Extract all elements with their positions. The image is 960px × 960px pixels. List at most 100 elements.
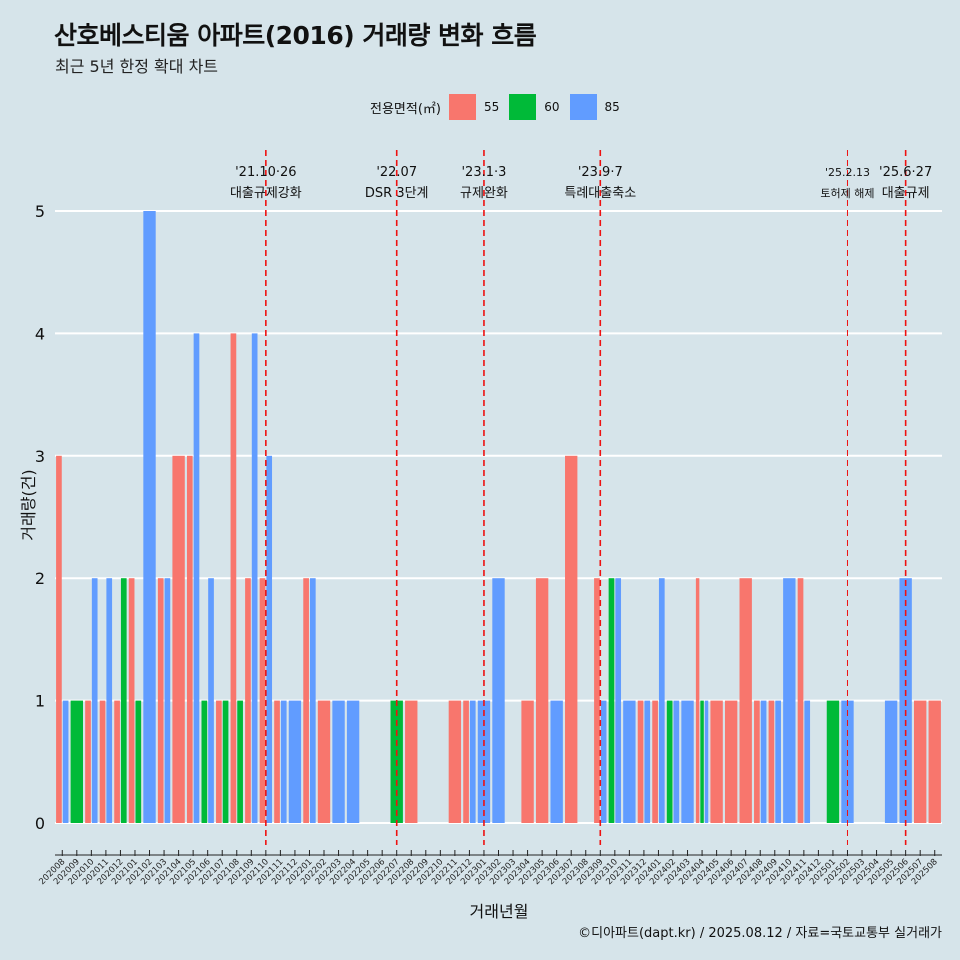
bar-202501-60 <box>826 700 840 823</box>
y-tick-label-3: 3 <box>35 447 45 466</box>
bar-202311-85 <box>623 700 636 823</box>
bar-202403-85 <box>681 700 694 823</box>
bar-202312-55 <box>637 700 644 823</box>
event-label-202309-2: 특례대출축소 <box>564 186 636 201</box>
bar-202111-85 <box>280 700 287 823</box>
bar-202211-55 <box>448 700 462 823</box>
bar-202011-85 <box>106 578 113 823</box>
source-caption: ©디아파트(dapt.kr) / 2025.08.12 / 자료=국토교통부 실… <box>578 926 942 941</box>
bar-202109-55 <box>245 578 251 823</box>
bar-202012-55 <box>114 700 120 823</box>
bar-202101-55 <box>128 578 135 823</box>
legend-label-60: 60 <box>544 100 560 114</box>
legend-swatch-55 <box>448 94 476 120</box>
bar-202101-60 <box>135 700 142 823</box>
bar-202404-55 <box>695 578 700 823</box>
bar-202109-85 <box>251 333 258 823</box>
y-tick-label-0: 0 <box>35 814 45 833</box>
bar-202011-55 <box>99 700 106 823</box>
bar-202212-55 <box>463 700 469 823</box>
bar-202012-60 <box>120 578 127 823</box>
legend: 전용면적(㎡) 55 60 85 <box>370 94 630 120</box>
legend-label-85: 85 <box>604 100 620 114</box>
bar-202103-55 <box>157 578 164 823</box>
bar-202402-85 <box>673 700 680 823</box>
bar-202305-55 <box>535 578 549 823</box>
event-label-202502-1: '25.2.13 <box>825 166 870 179</box>
event-label-202502-2: 토허제 해제 <box>820 186 874 200</box>
y-axis-label: 거래량(건) <box>19 469 38 541</box>
event-label-202110-1: '21.10·26 <box>235 165 296 180</box>
bar-202108-60 <box>237 700 243 823</box>
bar-202401-55 <box>652 700 658 823</box>
legend-swatch-85 <box>569 94 597 120</box>
bar-202409-55 <box>768 700 775 823</box>
bar-202307-55 <box>565 455 578 823</box>
bar-202505-85 <box>884 700 898 823</box>
bar-202302-85 <box>492 578 505 823</box>
bar-202404-60 <box>700 700 704 823</box>
chart-title: 산호베스티움 아파트(2016) 거래량 변화 흐름 <box>54 21 537 50</box>
event-label-202207-1: '22.07 <box>376 165 417 180</box>
bar-202204-85 <box>346 700 360 823</box>
bar-202107-55 <box>216 700 222 823</box>
bar-202106-60 <box>201 700 208 823</box>
bar-202406-55 <box>724 700 738 823</box>
bar-202201-85 <box>309 578 316 823</box>
bar-202110-85 <box>266 455 273 823</box>
event-label-202301-1: '23.1·3 <box>461 165 506 180</box>
event-label-202110-2: 대출규제강화 <box>230 186 302 201</box>
event-label-202207-2: DSR 3단계 <box>365 186 429 201</box>
bar-202312-85 <box>644 700 651 823</box>
event-label-202506-2: 대출규제 <box>882 186 930 201</box>
bar-202304-55 <box>521 700 534 823</box>
bar-202008-85 <box>62 700 69 823</box>
event-label-202309-1: '23.9·7 <box>578 165 623 180</box>
y-tick-label-5: 5 <box>35 202 45 221</box>
bar-202106-85 <box>208 578 214 823</box>
bar-202105-85 <box>193 333 200 823</box>
bar-202107-60 <box>222 700 229 823</box>
bar-202108-55 <box>230 333 237 823</box>
bar-202201-55 <box>303 578 309 823</box>
bar-202411-55 <box>797 578 804 823</box>
event-label-202506-1: '25.6·27 <box>879 165 932 180</box>
bar-202410-85 <box>783 578 796 823</box>
bar-202404-85 <box>704 700 709 823</box>
chart-subtitle: 최근 5년 한정 확대 차트 <box>55 57 219 76</box>
bar-202408-85 <box>760 700 767 823</box>
legend-item-60: 60 <box>509 94 563 120</box>
legend-item-85: 85 <box>569 94 624 120</box>
bar-202411-85 <box>804 700 811 823</box>
bar-202407-55 <box>739 578 752 823</box>
bar-202010-55 <box>85 700 91 823</box>
bar-202009-60 <box>70 700 84 823</box>
y-tick-label-1: 1 <box>35 692 45 711</box>
legend-item-55: 55 <box>448 94 503 120</box>
bar-202112-85 <box>288 700 302 823</box>
bar-202104-55 <box>172 455 185 823</box>
x-axis-label: 거래년월 <box>469 902 529 921</box>
bar-202310-85 <box>615 578 622 823</box>
bar-202309-55 <box>594 578 600 823</box>
bar-202203-85 <box>332 700 345 823</box>
bar-202408-55 <box>754 700 760 823</box>
bar-202507-55 <box>913 700 927 823</box>
legend-swatch-60 <box>509 94 537 120</box>
bar-202508-55 <box>928 700 941 823</box>
legend-label-55: 55 <box>483 100 500 114</box>
bar-202208-55 <box>405 700 418 823</box>
bar-202103-85 <box>164 578 171 823</box>
bar-202306-85 <box>550 700 563 823</box>
bar-202010-85 <box>91 578 98 823</box>
bar-202111-55 <box>274 700 280 823</box>
bar-202212-85 <box>469 700 476 823</box>
bar-202310-60 <box>608 578 615 823</box>
legend-title: 전용면적(㎡) <box>370 101 441 117</box>
y-tick-label-4: 4 <box>35 324 45 343</box>
bar-202110-55 <box>259 578 266 823</box>
bar-202409-85 <box>775 700 781 823</box>
bar-202102-85 <box>143 211 156 823</box>
y-tick-label-2: 2 <box>35 569 45 588</box>
